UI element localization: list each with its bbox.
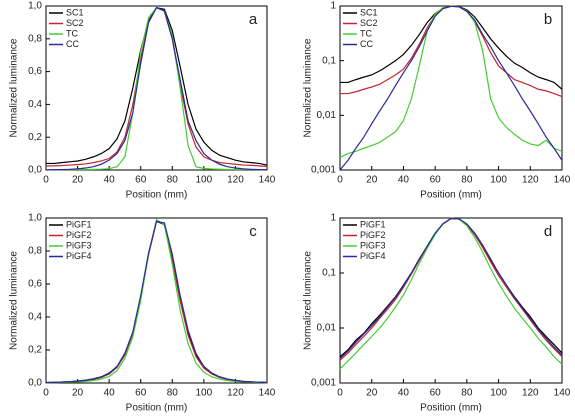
y-tick-label: 0,0 <box>28 378 42 389</box>
x-tick-label: 60 <box>430 175 442 186</box>
y-tick-label: 0,8 <box>28 33 42 44</box>
x-tick-label: 60 <box>135 175 147 186</box>
y-tick-label: 0,1 <box>322 268 336 279</box>
x-tick-label: 0 <box>43 175 49 186</box>
y-tick-label: 0,4 <box>28 99 42 110</box>
series-line <box>46 6 268 167</box>
x-axis-label: Position (mm) <box>420 190 482 201</box>
y-tick-label: 1,0 <box>28 213 42 224</box>
x-tick-label: 100 <box>490 175 507 186</box>
y-axis-label: Normalized luminance <box>303 251 314 350</box>
x-axis-label: Position (mm) <box>420 403 482 414</box>
y-tick-label: 1,0 <box>28 1 42 12</box>
y-tick-label: 1 <box>330 213 336 224</box>
x-tick-label: 0 <box>43 388 49 399</box>
series-line <box>339 5 563 158</box>
plot-frame <box>45 217 268 384</box>
y-axis-label: Normalized luminance <box>9 251 20 350</box>
panel-letter: c <box>249 223 257 240</box>
series-line <box>45 218 268 384</box>
x-axis-label: Position (mm) <box>126 403 188 414</box>
x-tick-label: 40 <box>104 175 116 186</box>
legend-label: TC <box>360 28 372 38</box>
series-line <box>45 6 268 171</box>
legend-label: PiGF4 <box>360 251 386 261</box>
x-tick-label: 140 <box>259 175 276 186</box>
x-tick-label: 0 <box>337 175 343 186</box>
legend-label: PiGF2 <box>66 230 92 240</box>
x-tick-label: 120 <box>227 388 244 399</box>
x-tick-label: 20 <box>366 388 378 399</box>
x-tick-label: 80 <box>167 175 179 186</box>
x-tick-label: 40 <box>398 175 410 186</box>
y-tick-label: 0,8 <box>28 246 42 257</box>
y-tick-label: 0,01 <box>317 110 337 121</box>
legend-label: PiGF1 <box>66 219 92 229</box>
x-tick-label: 120 <box>522 388 539 399</box>
x-tick-label: 120 <box>522 175 539 186</box>
legend-label: CC <box>360 39 373 49</box>
y-tick-label: 1 <box>330 1 336 12</box>
x-tick-label: 40 <box>398 388 410 399</box>
series-line <box>45 220 268 384</box>
x-tick-label: 40 <box>104 388 116 399</box>
x-tick-label: 140 <box>554 175 571 186</box>
legend-label: PiGF1 <box>360 219 386 229</box>
panel-letter: a <box>249 11 258 28</box>
series-line <box>339 217 563 359</box>
legend-label: CC <box>66 39 79 49</box>
y-axis-label: Normalized luminance <box>303 38 314 137</box>
series-line <box>45 6 268 171</box>
series-line <box>46 6 268 166</box>
y-tick-label: 0,1 <box>322 55 336 66</box>
x-tick-label: 120 <box>227 175 244 186</box>
x-tick-label: 20 <box>72 388 84 399</box>
y-axis-label: Normalized luminance <box>9 38 20 137</box>
panel-letter: d <box>544 223 552 240</box>
x-tick-label: 20 <box>72 175 84 186</box>
legend-label: TC <box>66 28 78 38</box>
x-tick-label: 140 <box>554 388 571 399</box>
legend-label: PiGF4 <box>66 251 92 261</box>
x-tick-label: 100 <box>196 388 213 399</box>
x-tick-label: 100 <box>196 175 213 186</box>
y-tick-label: 0,2 <box>28 345 42 356</box>
legend-label: PiGF3 <box>66 240 92 250</box>
legend-label: PiGF2 <box>360 230 386 240</box>
y-tick-label: 0,01 <box>317 323 337 334</box>
legend-label: SC2 <box>66 18 84 28</box>
x-tick-label: 0 <box>337 388 343 399</box>
series-line <box>339 5 563 171</box>
x-tick-label: 60 <box>135 388 147 399</box>
x-tick-label: 80 <box>461 388 473 399</box>
plot-frame <box>45 5 268 171</box>
legend-label: SC2 <box>360 18 378 28</box>
y-tick-label: 0,6 <box>28 66 42 77</box>
x-tick-label: 60 <box>430 388 442 399</box>
y-tick-label: 0,4 <box>28 312 42 323</box>
legend-label: SC1 <box>66 7 84 17</box>
y-tick-label: 0,6 <box>28 279 42 290</box>
y-tick-label: 0,0 <box>28 165 42 176</box>
x-axis-label: Position (mm) <box>126 190 188 201</box>
x-tick-label: 80 <box>167 388 179 399</box>
legend-label: SC1 <box>360 7 378 17</box>
x-tick-label: 100 <box>490 388 507 399</box>
y-tick-label: 0,001 <box>311 165 336 176</box>
y-tick-label: 0,001 <box>311 378 336 389</box>
panel-letter: b <box>544 11 552 28</box>
x-tick-label: 140 <box>259 388 276 399</box>
x-tick-label: 80 <box>461 175 473 186</box>
x-tick-label: 20 <box>366 175 378 186</box>
y-tick-label: 0,2 <box>28 132 42 143</box>
legend-label: PiGF3 <box>360 240 386 250</box>
